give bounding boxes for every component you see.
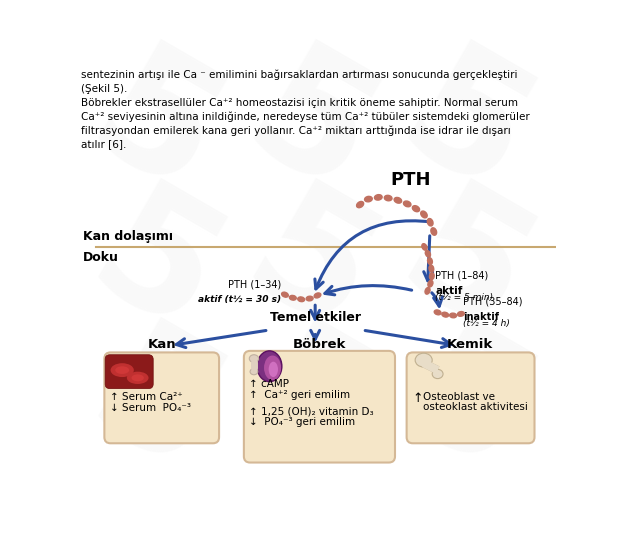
Text: 5: 5 [219, 170, 400, 369]
Text: osteoklast aktivitesi: osteoklast aktivitesi [423, 402, 528, 412]
FancyBboxPatch shape [105, 355, 153, 389]
Ellipse shape [282, 292, 289, 297]
Text: aktif: aktif [435, 286, 463, 296]
Text: Böbrek: Böbrek [292, 338, 345, 351]
Text: (Şekil 5).: (Şekil 5). [81, 84, 127, 93]
Ellipse shape [357, 201, 363, 208]
Ellipse shape [412, 206, 420, 212]
Text: 5: 5 [374, 309, 556, 508]
Ellipse shape [450, 313, 457, 318]
Ellipse shape [306, 296, 313, 301]
Ellipse shape [289, 295, 296, 300]
Text: Osteoblast ve: Osteoblast ve [423, 391, 495, 402]
Ellipse shape [428, 258, 433, 265]
Ellipse shape [428, 280, 433, 287]
Ellipse shape [425, 250, 431, 257]
Ellipse shape [421, 211, 427, 218]
Text: PTH (35–84): PTH (35–84) [464, 297, 523, 307]
Text: 5: 5 [219, 32, 400, 231]
Text: ↓ Serum  PO₄⁻³: ↓ Serum PO₄⁻³ [110, 403, 191, 413]
Text: ↑ Serum Ca²⁺: ↑ Serum Ca²⁺ [110, 391, 182, 402]
Text: aktif (t½ = 30 s): aktif (t½ = 30 s) [198, 295, 281, 304]
Ellipse shape [394, 198, 402, 203]
FancyBboxPatch shape [244, 351, 395, 462]
Text: 5: 5 [219, 309, 400, 508]
Text: PTH (1–34): PTH (1–34) [228, 279, 281, 289]
Text: 5: 5 [374, 32, 556, 231]
Ellipse shape [404, 201, 411, 207]
Text: (t½ = 4 h): (t½ = 4 h) [464, 318, 510, 328]
Text: Ca⁺² seviyesinin altına inildiğinde, neredeyse tüm Ca⁺² tübüler sistemdeki glome: Ca⁺² seviyesinin altına inildiğinde, ner… [81, 111, 530, 122]
Ellipse shape [375, 194, 382, 200]
FancyBboxPatch shape [407, 352, 535, 443]
Text: ↑: ↑ [412, 391, 423, 405]
Ellipse shape [425, 287, 430, 294]
Ellipse shape [132, 374, 144, 381]
Ellipse shape [415, 353, 432, 367]
Text: sentezinin artışı ile Ca ⁻ emilimini bağırsaklardan artırması sonucunda gerçekle: sentezinin artışı ile Ca ⁻ emilimini bağ… [81, 70, 518, 81]
Text: ↑ cAMP: ↑ cAMP [249, 379, 289, 389]
Text: Doku: Doku [83, 251, 119, 264]
Text: 5: 5 [64, 32, 246, 231]
FancyBboxPatch shape [104, 352, 219, 443]
Ellipse shape [384, 195, 392, 201]
Ellipse shape [434, 310, 441, 315]
Text: Böbrekler ekstrasellüler Ca⁺² homeostazisi için kritik öneme sahiptir. Normal se: Böbrekler ekstrasellüler Ca⁺² homeostazi… [81, 98, 518, 107]
Ellipse shape [430, 273, 434, 280]
Text: Kemik: Kemik [447, 338, 493, 351]
Ellipse shape [249, 355, 258, 362]
Ellipse shape [442, 312, 449, 317]
Ellipse shape [115, 366, 129, 374]
Ellipse shape [314, 293, 321, 298]
Ellipse shape [431, 228, 437, 235]
Ellipse shape [269, 361, 278, 377]
Text: 5: 5 [374, 170, 556, 369]
Text: ↑  Ca⁺² geri emilim: ↑ Ca⁺² geri emilim [249, 390, 350, 400]
Text: atılır [6].: atılır [6]. [81, 139, 127, 149]
Ellipse shape [427, 219, 433, 226]
Text: 5: 5 [64, 309, 246, 508]
Ellipse shape [432, 369, 443, 379]
Ellipse shape [111, 363, 134, 377]
Text: Temel etkiler: Temel etkiler [269, 311, 361, 324]
Text: ↓  PO₄⁻³ geri emilim: ↓ PO₄⁻³ geri emilim [249, 417, 355, 427]
Ellipse shape [457, 311, 464, 316]
Ellipse shape [127, 372, 148, 384]
Text: Kan: Kan [148, 338, 176, 351]
Ellipse shape [422, 244, 427, 250]
Text: 5: 5 [64, 170, 246, 369]
Text: (t½ = 5 min): (t½ = 5 min) [435, 293, 493, 302]
Text: inaktif: inaktif [464, 313, 499, 322]
Text: filtrasyondan emilerek kana geri yollanır. Ca⁺² miktarı arttığında ise idrar ile: filtrasyondan emilerek kana geri yollanı… [81, 125, 511, 136]
Ellipse shape [429, 265, 434, 272]
Ellipse shape [264, 355, 281, 380]
Ellipse shape [257, 351, 282, 382]
Text: PTH: PTH [390, 171, 431, 189]
Ellipse shape [365, 197, 372, 202]
Ellipse shape [250, 368, 258, 375]
Ellipse shape [298, 297, 305, 302]
Text: ↑ 1,25 (OH)₂ vitamin D₃: ↑ 1,25 (OH)₂ vitamin D₃ [249, 407, 374, 416]
Text: Kan dolaşımı: Kan dolaşımı [83, 230, 172, 243]
Text: PTH (1–84): PTH (1–84) [435, 271, 489, 281]
